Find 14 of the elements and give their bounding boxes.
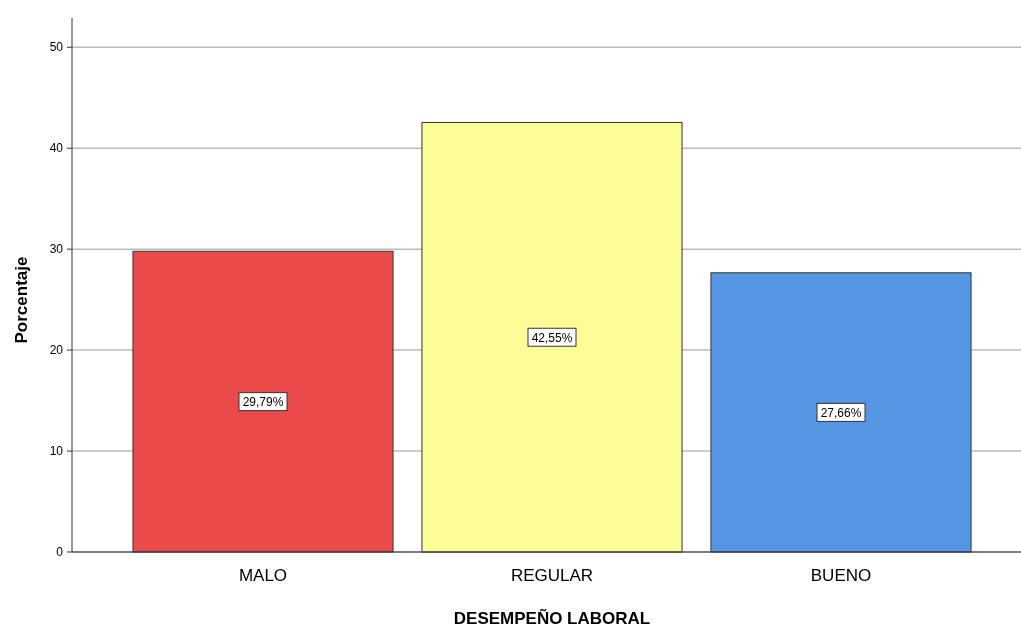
y-axis-title: Porcentaje bbox=[12, 256, 31, 344]
y-tick-label: 40 bbox=[49, 141, 64, 156]
x-tick-label: BUENO bbox=[810, 566, 872, 585]
y-tick-label: 30 bbox=[49, 242, 64, 257]
x-axis-title: DESEMPEÑO LABORAL bbox=[453, 608, 651, 626]
y-tick-label: 10 bbox=[49, 444, 64, 459]
x-tick-label: MALO bbox=[238, 566, 288, 585]
y-tick-label: 20 bbox=[49, 343, 64, 358]
data-label: 42,55% bbox=[531, 330, 573, 345]
data-label: 29,79% bbox=[242, 395, 284, 410]
x-tick-label: REGULAR bbox=[510, 566, 594, 585]
y-tick-label: 50 bbox=[49, 40, 64, 55]
data-label: 27,66% bbox=[820, 405, 862, 420]
y-tick-label: 0 bbox=[56, 545, 64, 559]
